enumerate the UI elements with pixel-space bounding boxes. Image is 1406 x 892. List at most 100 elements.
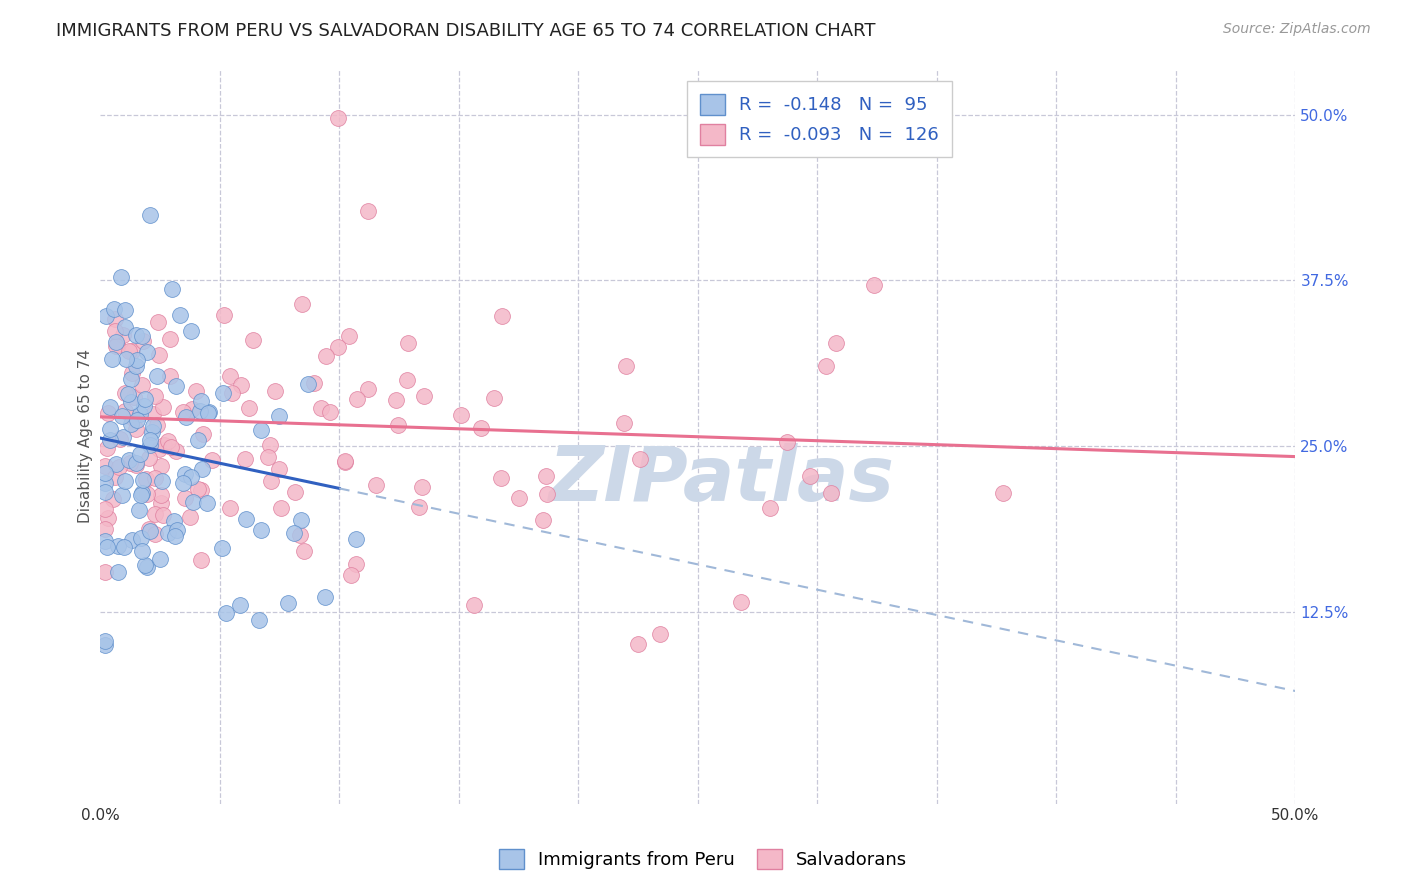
Point [142, 418, 165, 433]
Point [134, 558, 156, 573]
Point [121, 343, 143, 358]
Point [143, 526, 166, 541]
Point [131, 378, 153, 392]
Point [180, 324, 202, 338]
Point [247, 613, 270, 627]
Point [179, 509, 201, 524]
Point [125, 456, 148, 470]
Point [135, 472, 157, 486]
Point [536, 486, 558, 500]
Point [118, 456, 141, 470]
Point [163, 514, 186, 528]
Point [650, 627, 672, 641]
Point [283, 526, 305, 541]
Point [103, 302, 125, 317]
Point [364, 477, 387, 491]
Point [198, 405, 221, 419]
Point [190, 462, 212, 476]
Point [94, 533, 117, 548]
Point [111, 430, 134, 444]
Point [107, 460, 129, 475]
Point [315, 349, 337, 363]
Point [142, 407, 165, 421]
Point [450, 408, 472, 422]
Point [191, 426, 214, 441]
Point [107, 565, 129, 579]
Point [815, 359, 838, 373]
Point [229, 378, 252, 392]
Point [184, 384, 207, 399]
Point [114, 404, 136, 418]
Point [104, 324, 127, 338]
Point [249, 424, 271, 438]
Point [120, 395, 142, 409]
Point [264, 384, 287, 398]
Point [344, 557, 367, 571]
Point [97, 406, 120, 420]
Point [482, 391, 505, 405]
Point [132, 334, 155, 348]
Point [94, 522, 117, 536]
Point [302, 376, 325, 391]
Point [139, 524, 162, 538]
Point [269, 409, 291, 423]
Point [143, 471, 166, 485]
Point [131, 544, 153, 558]
Point [131, 531, 153, 545]
Point [297, 377, 319, 392]
Point [270, 501, 292, 516]
Point [159, 440, 181, 454]
Point [463, 598, 485, 612]
Point [260, 474, 283, 488]
Point [235, 512, 257, 526]
Point [613, 416, 636, 430]
Point [148, 315, 170, 329]
Point [267, 462, 290, 476]
Point [104, 457, 127, 471]
Point [143, 388, 166, 402]
Point [180, 470, 202, 484]
Point [105, 339, 128, 353]
Point [292, 544, 315, 558]
Point [190, 394, 212, 409]
Point [508, 491, 530, 505]
Point [138, 451, 160, 466]
Point [94, 475, 117, 490]
Point [127, 353, 149, 368]
Point [181, 401, 204, 416]
Point [219, 500, 242, 515]
Point [135, 560, 157, 574]
Point [357, 382, 380, 396]
Point [165, 528, 187, 542]
Point [627, 637, 650, 651]
Y-axis label: Disability Age 65 to 74: Disability Age 65 to 74 [79, 349, 93, 523]
Point [150, 459, 173, 474]
Point [132, 473, 155, 487]
Point [288, 528, 311, 542]
Point [190, 553, 212, 567]
Point [335, 454, 357, 468]
Point [104, 470, 127, 484]
Point [128, 502, 150, 516]
Legend: R =  -0.148   N =  95, R =  -0.093   N =  126: R = -0.148 N = 95, R = -0.093 N = 126 [688, 81, 952, 157]
Point [215, 607, 238, 621]
Point [169, 308, 191, 322]
Point [101, 351, 124, 366]
Point [125, 413, 148, 427]
Text: IMMIGRANTS FROM PERU VS SALVADORAN DISABILITY AGE 65 TO 74 CORRELATION CHART: IMMIGRANTS FROM PERU VS SALVADORAN DISAB… [56, 22, 876, 40]
Point [411, 480, 433, 494]
Point [148, 442, 170, 457]
Point [115, 352, 138, 367]
Point [284, 484, 307, 499]
Point [152, 400, 174, 414]
Point [118, 452, 141, 467]
Point [259, 438, 281, 452]
Point [166, 523, 188, 537]
Point [991, 485, 1014, 500]
Point [94, 466, 117, 480]
Point [94, 484, 117, 499]
Point [340, 568, 363, 582]
Point [105, 336, 128, 351]
Point [759, 501, 782, 516]
Point [165, 378, 187, 392]
